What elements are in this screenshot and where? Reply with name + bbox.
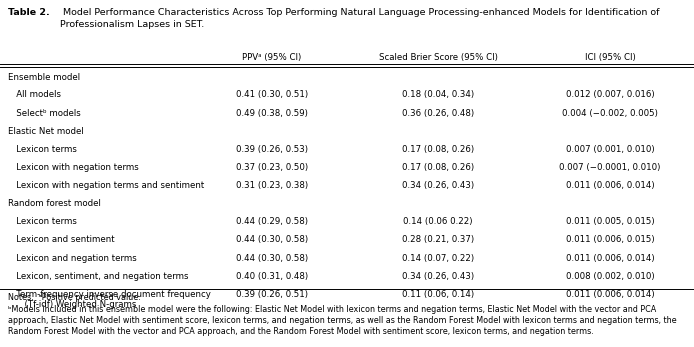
Text: 0.14 (0.06 0.22): 0.14 (0.06 0.22) — [403, 217, 473, 226]
Text: 0.004 (−0.002, 0.005): 0.004 (−0.002, 0.005) — [562, 109, 658, 118]
Text: 0.31 (0.23, 0.38): 0.31 (0.23, 0.38) — [236, 181, 308, 190]
Text: Selectᵇ models: Selectᵇ models — [8, 109, 81, 118]
Text: 0.011 (0.006, 0.014): 0.011 (0.006, 0.014) — [566, 254, 654, 263]
Text: Ensemble model: Ensemble model — [8, 73, 80, 82]
Text: Notes.  ᵃPositive predicted value.: Notes. ᵃPositive predicted value. — [8, 293, 141, 302]
Text: Lexicon and negation terms: Lexicon and negation terms — [8, 254, 137, 263]
Text: 0.18 (0.04, 0.34): 0.18 (0.04, 0.34) — [402, 91, 474, 100]
Text: ᵇModels included in this ensemble model were the following: Elastic Net Model wi: ᵇModels included in this ensemble model … — [8, 305, 657, 313]
Text: 0.17 (0.08, 0.26): 0.17 (0.08, 0.26) — [402, 163, 474, 172]
Text: Random Forest Model with the vector and PCA approach, and the Random Forest Mode: Random Forest Model with the vector and … — [8, 328, 594, 337]
Text: 0.011 (0.006, 0.014): 0.011 (0.006, 0.014) — [566, 181, 654, 190]
Text: 0.44 (0.30, 0.58): 0.44 (0.30, 0.58) — [236, 254, 308, 263]
Text: Lexicon terms: Lexicon terms — [8, 145, 77, 154]
Text: 0.36 (0.26, 0.48): 0.36 (0.26, 0.48) — [402, 109, 474, 118]
Text: 0.012 (0.007, 0.016): 0.012 (0.007, 0.016) — [566, 91, 654, 100]
Text: All models: All models — [8, 91, 61, 100]
Text: 0.44 (0.29, 0.58): 0.44 (0.29, 0.58) — [236, 217, 308, 226]
Text: 0.008 (0.002, 0.010): 0.008 (0.002, 0.010) — [566, 272, 654, 281]
Text: 0.40 (0.31, 0.48): 0.40 (0.31, 0.48) — [236, 272, 308, 281]
Text: 0.39 (0.26, 0.53): 0.39 (0.26, 0.53) — [236, 145, 308, 154]
Text: 0.34 (0.26, 0.43): 0.34 (0.26, 0.43) — [402, 272, 474, 281]
Text: PPVᵃ (95% CI): PPVᵃ (95% CI) — [242, 53, 302, 62]
Text: 0.14 (0.07, 0.22): 0.14 (0.07, 0.22) — [402, 254, 474, 263]
Text: 0.17 (0.08, 0.26): 0.17 (0.08, 0.26) — [402, 145, 474, 154]
Text: 0.011 (0.006, 0.014): 0.011 (0.006, 0.014) — [566, 290, 654, 299]
Text: ICI (95% CI): ICI (95% CI) — [584, 53, 636, 62]
Text: 0.49 (0.38, 0.59): 0.49 (0.38, 0.59) — [236, 109, 308, 118]
Text: 0.39 (0.26, 0.51): 0.39 (0.26, 0.51) — [236, 290, 308, 299]
Text: 0.34 (0.26, 0.43): 0.34 (0.26, 0.43) — [402, 181, 474, 190]
Text: 0.007 (−0.0001, 0.010): 0.007 (−0.0001, 0.010) — [559, 163, 661, 172]
Text: Lexicon with negation terms: Lexicon with negation terms — [8, 163, 139, 172]
Text: 0.011 (0.006, 0.015): 0.011 (0.006, 0.015) — [566, 235, 654, 244]
Text: Model Performance Characteristics Across Top Performing Natural Language Process: Model Performance Characteristics Across… — [60, 8, 659, 29]
Text: Scaled Brier Score (95% CI): Scaled Brier Score (95% CI) — [378, 53, 498, 62]
Text: 0.37 (0.23, 0.50): 0.37 (0.23, 0.50) — [236, 163, 308, 172]
Text: Random forest model: Random forest model — [8, 200, 101, 209]
Text: Table 2.: Table 2. — [8, 8, 50, 17]
Text: Lexicon and sentiment: Lexicon and sentiment — [8, 235, 115, 244]
Text: 0.28 (0.21, 0.37): 0.28 (0.21, 0.37) — [402, 235, 474, 244]
Text: 0.11 (0.06, 0.14): 0.11 (0.06, 0.14) — [402, 290, 474, 299]
Text: Term-frequency inverse document frequency: Term-frequency inverse document frequenc… — [8, 290, 211, 299]
Text: approach, Elastic Net Model with sentiment score, lexicon terms, and negation te: approach, Elastic Net Model with sentime… — [8, 316, 677, 325]
Text: 0.011 (0.005, 0.015): 0.011 (0.005, 0.015) — [566, 217, 654, 226]
Text: Lexicon, sentiment, and negation terms: Lexicon, sentiment, and negation terms — [8, 272, 189, 281]
Text: (Tf-idf) Weighted N-grams: (Tf-idf) Weighted N-grams — [8, 300, 137, 309]
Text: 0.44 (0.30, 0.58): 0.44 (0.30, 0.58) — [236, 235, 308, 244]
Text: 0.41 (0.30, 0.51): 0.41 (0.30, 0.51) — [236, 91, 308, 100]
Text: Lexicon terms: Lexicon terms — [8, 217, 77, 226]
Text: Elastic Net model: Elastic Net model — [8, 127, 84, 136]
Text: Lexicon with negation terms and sentiment: Lexicon with negation terms and sentimen… — [8, 181, 204, 190]
Text: 0.007 (0.001, 0.010): 0.007 (0.001, 0.010) — [566, 145, 654, 154]
